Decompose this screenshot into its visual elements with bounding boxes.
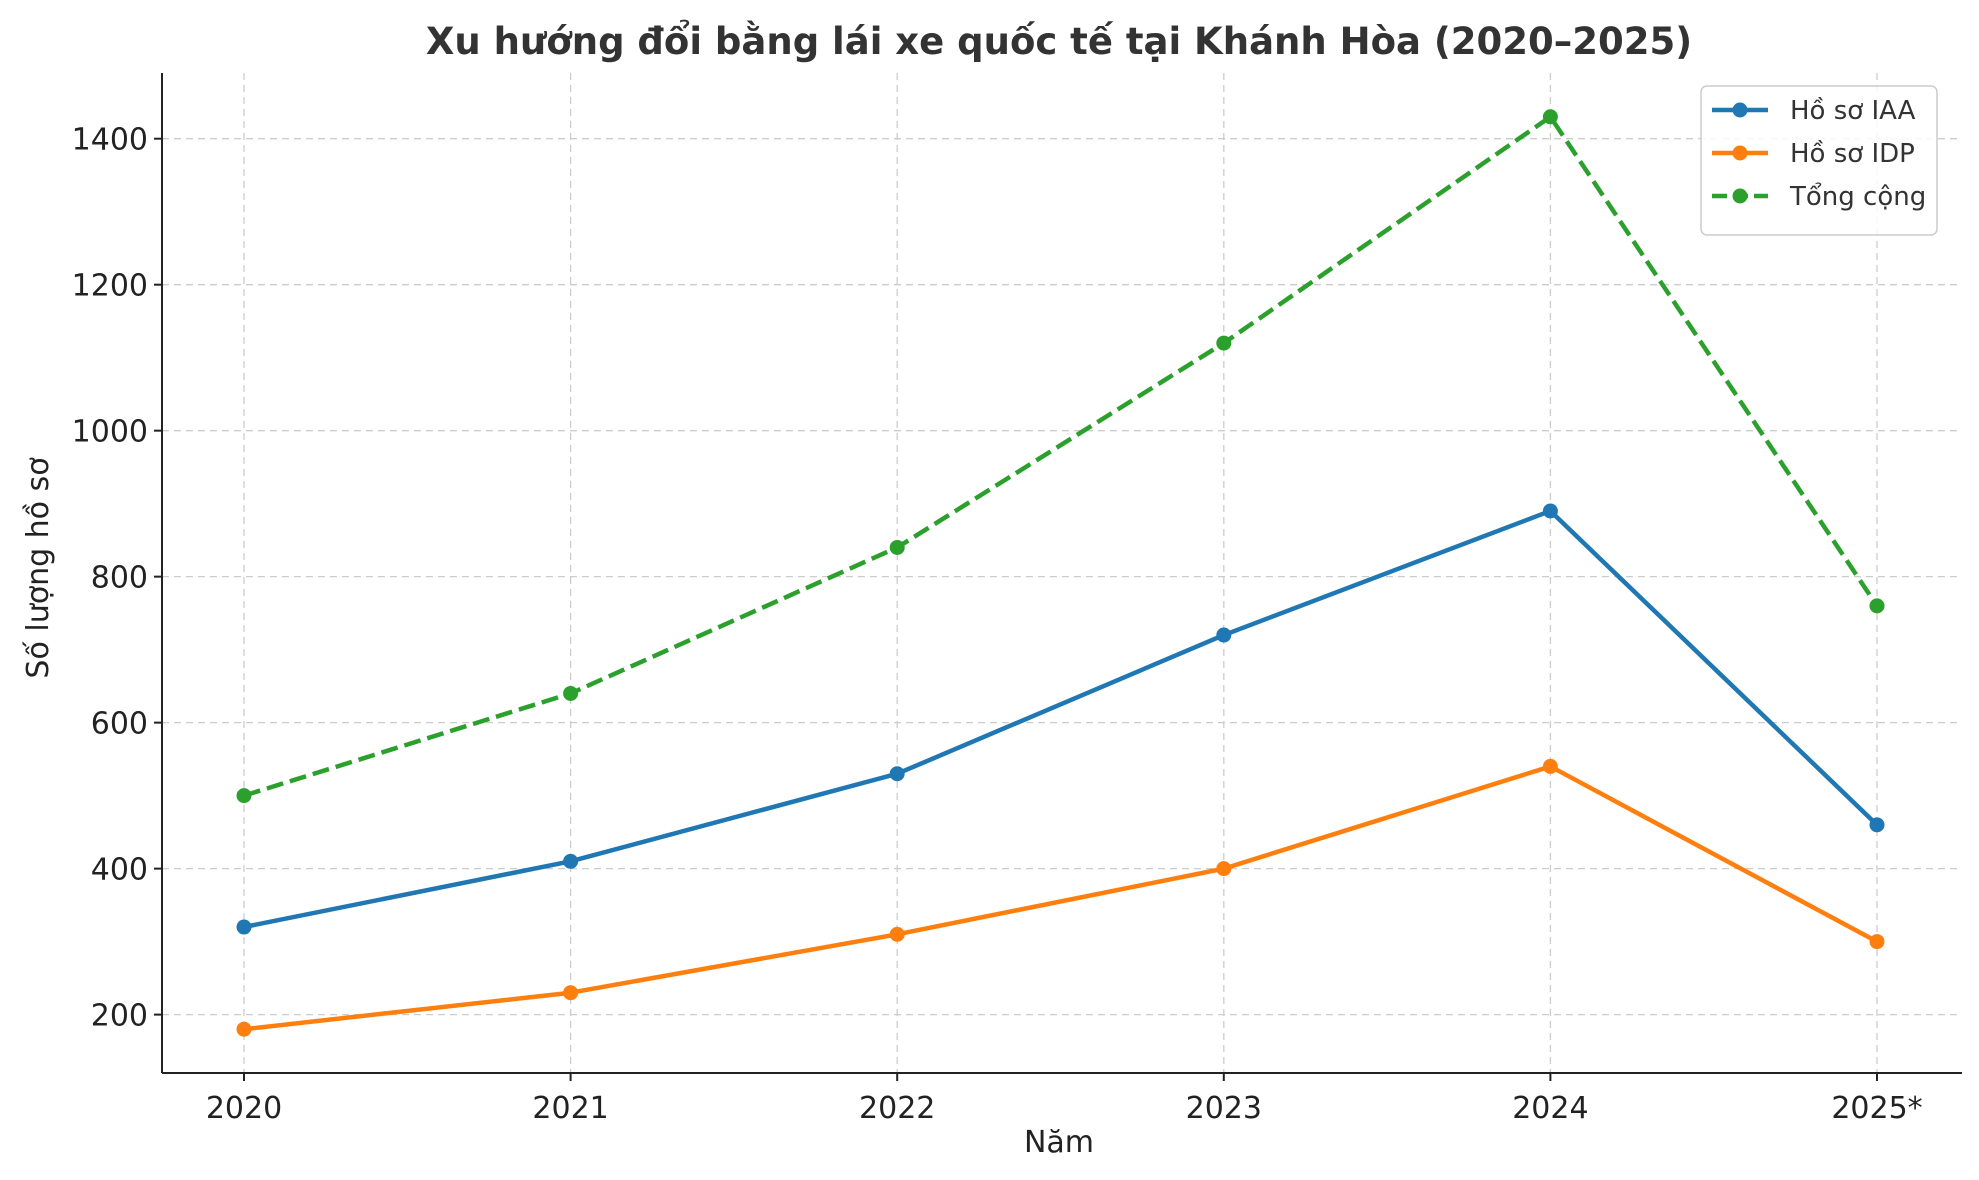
grid-layer [162, 73, 1962, 1073]
point-ho-so-iaa-2023 [1216, 627, 1232, 643]
series-line-ho-so-idp [243, 764, 1879, 1032]
y-axis-label: Số lượng hồ sơ [21, 457, 56, 679]
x-tick-label-2025: 2025* [1831, 1091, 1922, 1126]
point-tong-cong-2023 [1216, 335, 1232, 351]
point-ho-so-idp-2025 [1869, 934, 1885, 950]
series-line-ho-so-iaa [243, 508, 1879, 930]
x-tick-label-2020: 2020 [206, 1091, 282, 1126]
y-tick-label-200: 200 [91, 999, 148, 1034]
axes-layer: 2020 2021 2022 2023 2024 2025* 200 400 600 800 100… [72, 73, 1962, 1126]
point-ho-so-idp-2021 [563, 985, 579, 1001]
point-ho-so-iaa-2024 [1542, 503, 1558, 519]
legend-marker-ho-so-idp [1732, 145, 1748, 161]
point-tong-cong-2025 [1869, 598, 1885, 614]
point-ho-so-idp-2022 [889, 926, 905, 942]
point-ho-so-idp-2020 [236, 1021, 252, 1037]
point-ho-so-iaa-2021 [563, 853, 579, 869]
point-ho-so-iaa-2025 [1869, 817, 1885, 833]
y-tick-label-400: 400 [91, 853, 148, 888]
legend-marker-ho-so-iaa [1732, 102, 1748, 118]
point-tong-cong-2021 [563, 685, 579, 701]
series-line-tong-cong [243, 114, 1879, 798]
point-ho-so-idp-2023 [1216, 861, 1232, 877]
point-ho-so-iaa-2022 [889, 766, 905, 782]
legend-marker-tong-cong [1732, 188, 1748, 204]
point-tong-cong-2020 [236, 788, 252, 804]
chart-title: Xu hướng đổi bằng lái xe quốc tế tại Khá… [426, 20, 1692, 63]
point-ho-so-idp-2024 [1542, 758, 1558, 774]
x-tick-label-2023: 2023 [1186, 1091, 1262, 1126]
y-tick-label-1400: 1400 [72, 123, 148, 158]
series-tong-cong [236, 109, 1885, 804]
series-ho-so-idp [236, 758, 1885, 1037]
legend-label-ho-so-idp: Hồ sơ IDP [1790, 139, 1915, 169]
legend-label-tong-cong: Tổng cộng [1789, 181, 1926, 212]
point-tong-cong-2024 [1542, 109, 1558, 125]
y-tick-label-600: 600 [91, 707, 148, 742]
point-tong-cong-2022 [889, 539, 905, 555]
x-tick-label-2022: 2022 [859, 1091, 935, 1126]
x-tick-label-2024: 2024 [1512, 1091, 1588, 1126]
y-tick-label-800: 800 [91, 561, 148, 596]
series-ho-so-iaa [236, 503, 1885, 935]
y-tick-label-1200: 1200 [72, 269, 148, 304]
x-tick-label-2021: 2021 [532, 1091, 608, 1126]
point-ho-so-iaa-2020 [236, 919, 252, 935]
legend: Hồ sơ IAA Hồ sơ IDP Tổng cộng [1700, 85, 1938, 236]
legend-label-ho-so-iaa: Hồ sơ IAA [1790, 96, 1916, 126]
y-tick-label-1000: 1000 [72, 415, 148, 450]
x-axis-label: Năm [1024, 1125, 1094, 1160]
series-layer [236, 109, 1885, 1037]
